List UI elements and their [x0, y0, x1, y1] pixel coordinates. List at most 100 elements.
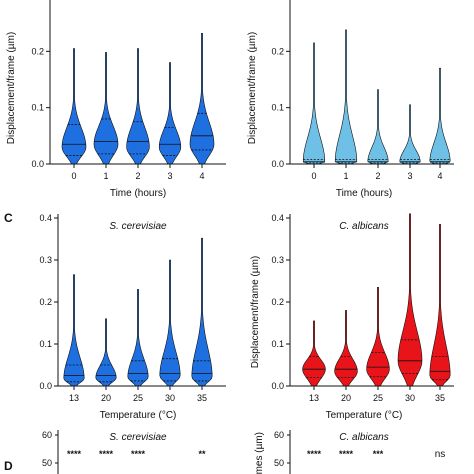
- x-tick-label: 4: [199, 171, 204, 181]
- axes: [289, 214, 454, 387]
- y-tick-labels: 0.0 0.1 0.2 0.3 0.4: [39, 213, 58, 391]
- violins: [302, 29, 451, 165]
- y-tick-label: 60: [42, 430, 52, 440]
- x-tick-label: 25: [373, 393, 383, 403]
- axes: [57, 214, 226, 387]
- x-axis-label: Temperature (°C): [326, 410, 403, 421]
- x-axis-label: Temperature (°C): [100, 410, 177, 421]
- x-tick-labels: 13 20 25 30 35: [69, 386, 207, 403]
- y-tick-label: 0.0: [39, 381, 52, 391]
- significance-label: ****: [67, 449, 82, 459]
- significance-label: ns: [435, 449, 446, 460]
- y-tick-label: 0.2: [271, 46, 284, 56]
- chart-time-s-cerevisiae: Displacement/frame (µm) Time (hours) 0.0…: [6, 0, 226, 199]
- y-axis-label: Displacement/frame (µm): [250, 256, 261, 368]
- panel-label-c: C: [4, 211, 13, 225]
- chart-time-c-albicans: Displacement/frame (µm) Time (hours) 0.0…: [247, 0, 454, 199]
- violin-20: [95, 318, 117, 387]
- x-tick-label: 1: [343, 171, 348, 181]
- y-tick-label: 0.2: [271, 297, 284, 307]
- x-tick-label: 30: [405, 393, 415, 403]
- y-tick-label: 60: [274, 430, 284, 440]
- chart-temperature-c-albicans: C. albicans Displacement/frame (µm) Temp…: [250, 213, 454, 421]
- violin-25: [366, 287, 390, 387]
- y-tick-label: 50: [42, 458, 52, 468]
- significance-label: **: [198, 449, 206, 459]
- chart-temperature-s-cerevisiae: S. cerevisiae Temperature (°C) 0.0 0.1 0.2…: [39, 213, 226, 421]
- y-tick-label: 0.1: [271, 103, 284, 113]
- x-tick-label: 1: [103, 171, 108, 181]
- violin-0: [61, 48, 87, 165]
- chart-title: S. cerevisiae: [109, 221, 167, 232]
- violin-4: [189, 33, 215, 165]
- y-axis-label: Displacement/frame (µm): [6, 32, 17, 144]
- y-tick-label: 0.0: [271, 381, 284, 391]
- chart-title: C. albicans: [339, 432, 388, 443]
- y-tick-label: 0.0: [271, 159, 284, 169]
- x-tick-label: 20: [101, 393, 111, 403]
- x-tick-label: 35: [197, 393, 207, 403]
- x-tick-labels: 0 1 2 3 4: [311, 164, 443, 181]
- y-tick-label: 0.3: [39, 255, 52, 265]
- violin-13: [63, 274, 85, 387]
- y-tick-label: 0.2: [39, 297, 52, 307]
- violin-1: [93, 52, 119, 165]
- y-tick-label: 0.0: [31, 159, 44, 169]
- significance-label: ****: [339, 449, 354, 459]
- violin-1: [334, 29, 358, 165]
- y-tick-label: 0.1: [31, 103, 44, 113]
- x-tick-label: 3: [407, 171, 412, 181]
- violin-3: [399, 104, 421, 165]
- significance-label: ****: [307, 449, 322, 459]
- violin-4: [429, 67, 451, 165]
- chart-title: C. albicans: [339, 221, 388, 232]
- violin-30: [397, 213, 423, 387]
- chart-partial-s-cerevisiae: S. cerevisiae 60 50 **** **** **** **: [42, 430, 206, 474]
- violin-25: [127, 289, 149, 387]
- violin-2: [367, 89, 389, 165]
- x-tick-label: 4: [437, 171, 442, 181]
- y-tick-labels: 0.0 0.1 0.2 0.3 0.4: [271, 213, 290, 391]
- x-tick-label: 3: [167, 171, 172, 181]
- y-tick-label: 0.2: [31, 46, 44, 56]
- violin-20: [334, 310, 358, 387]
- axes: [289, 0, 454, 165]
- violins: [61, 33, 215, 165]
- y-tick-label: 0.4: [271, 213, 284, 223]
- x-tick-label: 2: [375, 171, 380, 181]
- x-tick-label: 2: [135, 171, 140, 181]
- x-tick-labels: 0 1 2 3 4: [71, 164, 205, 181]
- x-tick-label: 35: [435, 393, 445, 403]
- x-tick-label: 13: [69, 393, 79, 403]
- x-tick-label: 13: [309, 393, 319, 403]
- violin-0: [302, 42, 326, 165]
- x-tick-labels: 13 20 25 30 35: [309, 386, 445, 403]
- chart-partial-c-albicans: C. albicans ames (µm) 60 50 **** **** **…: [254, 430, 445, 474]
- violin-2: [126, 48, 150, 165]
- x-axis-label: Time (hours): [336, 188, 392, 199]
- violin-35: [429, 224, 451, 387]
- x-tick-label: 30: [165, 393, 175, 403]
- y-tick-label: 0.3: [271, 255, 284, 265]
- significance-label: ****: [99, 449, 114, 459]
- y-axis-label-fragment: ames (µm): [254, 432, 265, 474]
- violins: [63, 237, 213, 387]
- y-tick-label: 50: [274, 458, 284, 468]
- panel-label-d: D: [4, 459, 13, 473]
- significance-label: ***: [373, 449, 384, 459]
- y-tick-labels: 0.0 0.1 0.2: [271, 46, 290, 169]
- violin-13: [302, 320, 326, 387]
- violin-3: [158, 62, 182, 165]
- x-tick-label: 20: [341, 393, 351, 403]
- violins: [302, 213, 451, 387]
- significance-label: ****: [131, 449, 146, 459]
- y-tick-label: 0.1: [39, 339, 52, 349]
- x-tick-label: 0: [311, 171, 316, 181]
- y-tick-labels: 0.0 0.1 0.2: [31, 46, 50, 169]
- chart-title: S. cerevisiae: [109, 432, 167, 443]
- y-axis-label: Displacement/frame (µm): [247, 32, 258, 144]
- y-tick-label: 0.1: [271, 339, 284, 349]
- violin-30: [159, 259, 181, 387]
- y-tick-label: 0.4: [39, 213, 52, 223]
